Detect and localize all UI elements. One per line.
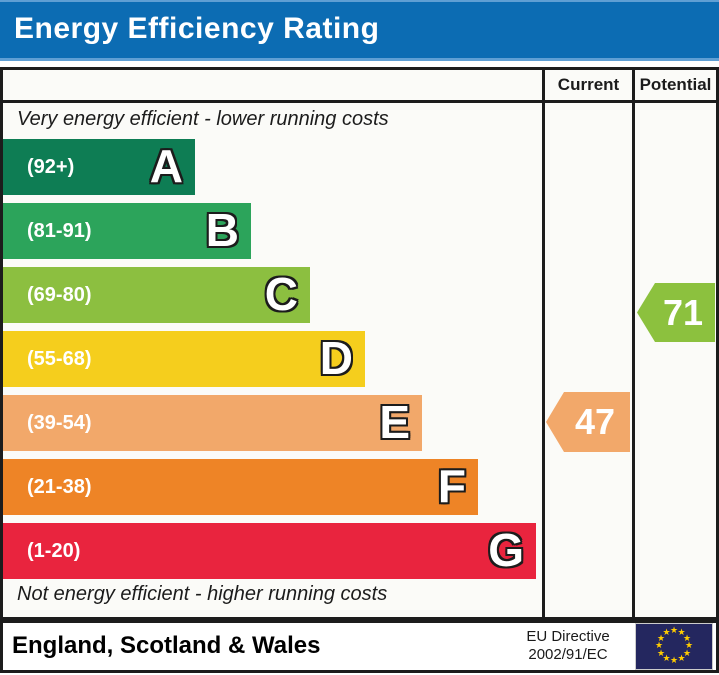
eu-flag-star: ★: [677, 627, 686, 637]
band-letter: D: [319, 332, 353, 384]
band-row-E: (39-54) E: [3, 395, 422, 451]
potential-rating-arrow: 71: [637, 283, 715, 342]
region-label: England, Scotland & Wales: [12, 632, 321, 659]
eu-directive-label: EU Directive 2002/91/EC: [508, 628, 628, 664]
current-rating-value: 47: [574, 401, 616, 442]
band-row-A: (92+) A: [3, 139, 195, 195]
band-range-label: (1-20): [27, 540, 81, 562]
current-rating-arrow: 47: [546, 392, 630, 452]
eu-directive-line1: EU Directive: [526, 628, 610, 645]
eu-flag-star: ★: [654, 640, 664, 650]
top-note: Very energy efficient - lower running co…: [17, 108, 389, 130]
band-range-label: (92+): [27, 156, 75, 178]
band-row-B: (81-91) B: [3, 203, 251, 259]
column-divider-potential: [632, 70, 635, 617]
bands-area: (92+) A (81-91) B (69-80) C (55-68) D (39-54) E (2…: [3, 139, 536, 587]
band-row-F: (21-38) F: [3, 459, 478, 515]
band-range-label: (21-38): [27, 476, 92, 498]
band-letter: G: [488, 524, 524, 576]
band-letter: B: [205, 204, 239, 256]
band-range-label: (81-91): [27, 220, 92, 242]
band-letter: F: [437, 460, 466, 512]
eu-flag-star: ★: [684, 640, 694, 650]
band-row-C: (69-80) C: [3, 267, 310, 323]
band-letter: C: [264, 268, 298, 320]
eu-flag-star: ★: [662, 652, 671, 663]
eu-flag-star: ★: [677, 652, 686, 663]
eu-directive-line2: 2002/91/EC: [528, 646, 608, 663]
potential-rating-value: 71: [662, 292, 704, 333]
eu-flag-star: ★: [682, 647, 692, 658]
page-title: Energy Efficiency Rating: [14, 12, 380, 45]
eu-flag-icon: ★ ★ ★ ★ ★ ★ ★ ★ ★ ★ ★ ★: [635, 623, 713, 670]
band-letter: A: [149, 140, 183, 192]
band-range-label: (69-80): [27, 284, 92, 306]
eu-flag-star: ★: [656, 632, 666, 643]
header-row-separator: [3, 100, 716, 103]
eu-flag-star: ★: [669, 625, 679, 635]
bottom-note: Not energy efficient - higher running co…: [17, 583, 388, 605]
band-row-G: (1-20) G: [3, 523, 536, 579]
rating-table: Current Potential Very energy efficient …: [0, 67, 719, 620]
eu-flag-star: ★: [662, 627, 671, 637]
eu-flag-star: ★: [656, 647, 666, 658]
band-letter: E: [379, 396, 410, 448]
column-header-current: Current: [557, 75, 620, 94]
eu-flag-star: ★: [669, 655, 679, 665]
band-row-D: (55-68) D: [3, 331, 365, 387]
column-divider-current: [542, 70, 545, 617]
band-range-label: (55-68): [27, 348, 92, 370]
band-range-label: (39-54): [27, 412, 92, 434]
footer-bar: England, Scotland & Wales EU Directive 2…: [0, 620, 719, 673]
title-bar: Energy Efficiency Rating: [0, 0, 719, 61]
eu-flag-star: ★: [682, 632, 692, 643]
column-header-potential: Potential: [639, 75, 712, 94]
